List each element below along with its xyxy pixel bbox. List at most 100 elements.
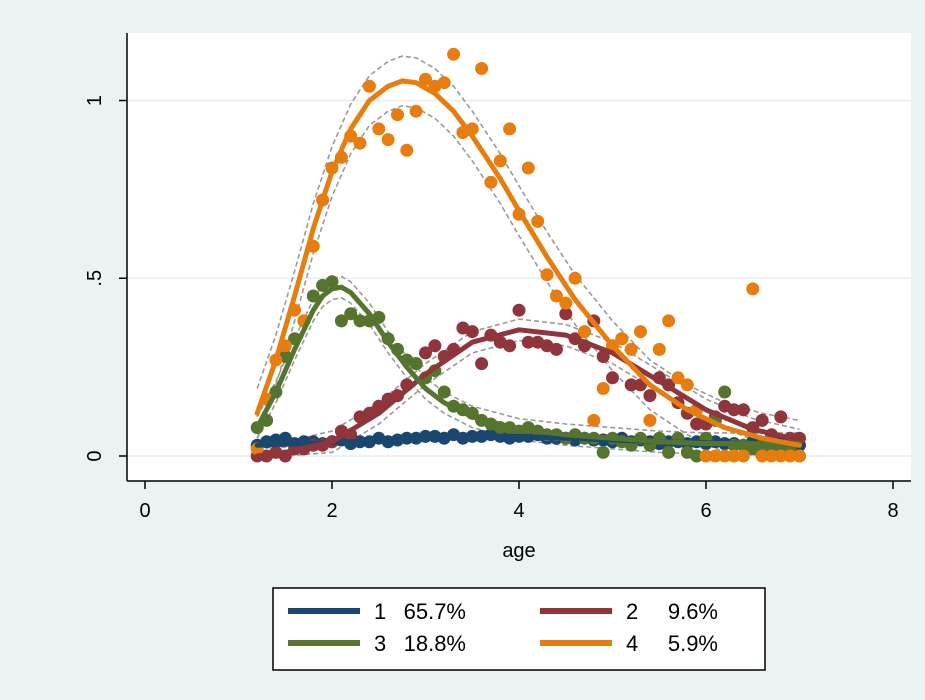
- axis-ticks: 0 2 4 6 8 0 .5 1: [84, 95, 899, 522]
- legend-label-2: 2: [626, 599, 638, 624]
- series-4-point-14: [381, 133, 395, 147]
- series-2-point-54: [755, 413, 769, 427]
- series-4-point-55: [765, 449, 778, 463]
- series-3-point-47: [690, 449, 704, 463]
- series-4-point-21: [447, 47, 461, 61]
- legend: 1 65.7% 2 9.6% 3 18.8% 4 5.9%: [272, 587, 766, 671]
- series-4-point-12: [362, 79, 376, 93]
- series-4-point-39: [615, 332, 629, 346]
- series-4-point-20: [437, 76, 451, 90]
- series-4-point-33: [559, 296, 573, 310]
- legend-share-1: 65.7%: [404, 599, 466, 624]
- series-3-point-9: [334, 314, 348, 328]
- series-4-point-25: [484, 175, 498, 189]
- legend-box: [272, 587, 766, 671]
- series-4-ci-upper: [256, 55, 800, 422]
- series-2-point-40: [624, 378, 638, 392]
- series-4-point-48: [699, 449, 713, 463]
- series-4-point-18: [419, 72, 432, 86]
- series-4-point-16: [400, 143, 414, 157]
- series-4-point-46: [680, 378, 694, 392]
- series-2-ci-upper: [257, 318, 800, 447]
- series-2-point-33: [559, 307, 573, 321]
- x-tick-label-3: 6: [700, 500, 711, 522]
- fitted-lines: [254, 78, 802, 459]
- x-tick-label-2: 4: [513, 500, 524, 522]
- legend-entries: 1 65.7% 2 9.6% 3 18.8% 4 5.9%: [288, 599, 718, 656]
- series-4-point-36: [587, 413, 601, 427]
- series-4-point-45: [671, 371, 685, 385]
- x-tick-label-4: 8: [887, 500, 898, 522]
- series-2-point-42: [643, 389, 657, 403]
- series-2-fitted-line: [254, 327, 802, 459]
- series-2-point-29: [521, 335, 535, 349]
- series-4-point-53: [746, 282, 760, 296]
- series-3-point-10: [344, 307, 358, 321]
- series-4-point-34: [568, 271, 582, 285]
- series-4-point-44: [662, 314, 676, 328]
- x-tick-label-1: 2: [326, 500, 337, 522]
- series-4-point-54: [755, 449, 769, 463]
- series-2-point-56: [774, 410, 788, 424]
- series-4-point-41: [634, 325, 647, 339]
- legend-share-3: 18.8%: [404, 631, 466, 656]
- series-4-point-17: [409, 104, 423, 118]
- series-3-point-17: [409, 357, 423, 371]
- series-4-point-49: [708, 449, 722, 463]
- series-4-point-56: [774, 449, 788, 463]
- series-4-point-32: [549, 289, 563, 303]
- legend-label-4: 4: [626, 631, 638, 656]
- x-tick-label-0: 0: [139, 500, 150, 522]
- series-2-point-32: [549, 342, 563, 356]
- legend-share-2: 9.6%: [668, 599, 718, 624]
- series-4-point-51: [727, 449, 741, 463]
- series-3-point-20: [437, 385, 451, 399]
- series-4-point-13: [372, 122, 386, 136]
- series-4-point-30: [531, 214, 545, 228]
- series-3-point-44: [662, 445, 676, 459]
- series-2-point-52: [736, 403, 750, 417]
- series-2-point-24: [475, 357, 489, 371]
- series-4-point-37: [596, 382, 610, 395]
- series-4-point-27: [503, 122, 517, 136]
- series-4-point-11: [353, 136, 367, 150]
- series-4-point-58: [793, 449, 806, 463]
- series-4-point-29: [521, 161, 535, 175]
- series-3-point-11: [353, 314, 367, 328]
- series-4-point-43: [652, 342, 666, 356]
- y-tick-label-0: 0: [84, 450, 106, 461]
- series-4-point-24: [475, 62, 489, 75]
- series-2-ci-lower: [257, 339, 800, 457]
- legend-label-1: 1: [374, 599, 386, 624]
- series-4-point-35: [578, 325, 591, 339]
- series-4-point-50: [718, 449, 732, 463]
- y-tick-label-2: 1: [84, 95, 106, 106]
- series-3-point-6: [306, 289, 320, 303]
- series-2-point-19: [428, 339, 442, 353]
- series-3-ci-lower: [256, 296, 800, 455]
- series-4-point-15: [391, 108, 404, 122]
- series-4-point-42: [643, 413, 657, 427]
- series-2-point-47: [690, 417, 704, 431]
- series-3-point-50: [718, 385, 732, 399]
- series-2-point-23: [465, 325, 479, 339]
- series-2-point-51: [727, 403, 741, 417]
- legend-share-4: 5.9%: [668, 631, 718, 656]
- series-2-point-27: [503, 339, 517, 353]
- legend-label-3: 3: [374, 631, 386, 656]
- series-4-point-52: [736, 449, 750, 463]
- series-4-point-31: [540, 268, 554, 282]
- series-2-point-18: [419, 346, 432, 360]
- series-4-fitted-line: [254, 78, 802, 448]
- y-tick-label-1: .5: [84, 270, 106, 287]
- series-4-ci-lower: [256, 104, 800, 457]
- series-3-fitted-line: [254, 284, 802, 447]
- series-4-point-40: [624, 342, 638, 356]
- x-axis-title: age: [502, 540, 535, 562]
- series-2-point-38: [606, 371, 619, 385]
- series-3-point-8: [325, 275, 339, 289]
- series-4-point-26: [493, 154, 507, 168]
- series-3-point-37: [596, 445, 610, 459]
- series-4-point-57: [783, 449, 797, 463]
